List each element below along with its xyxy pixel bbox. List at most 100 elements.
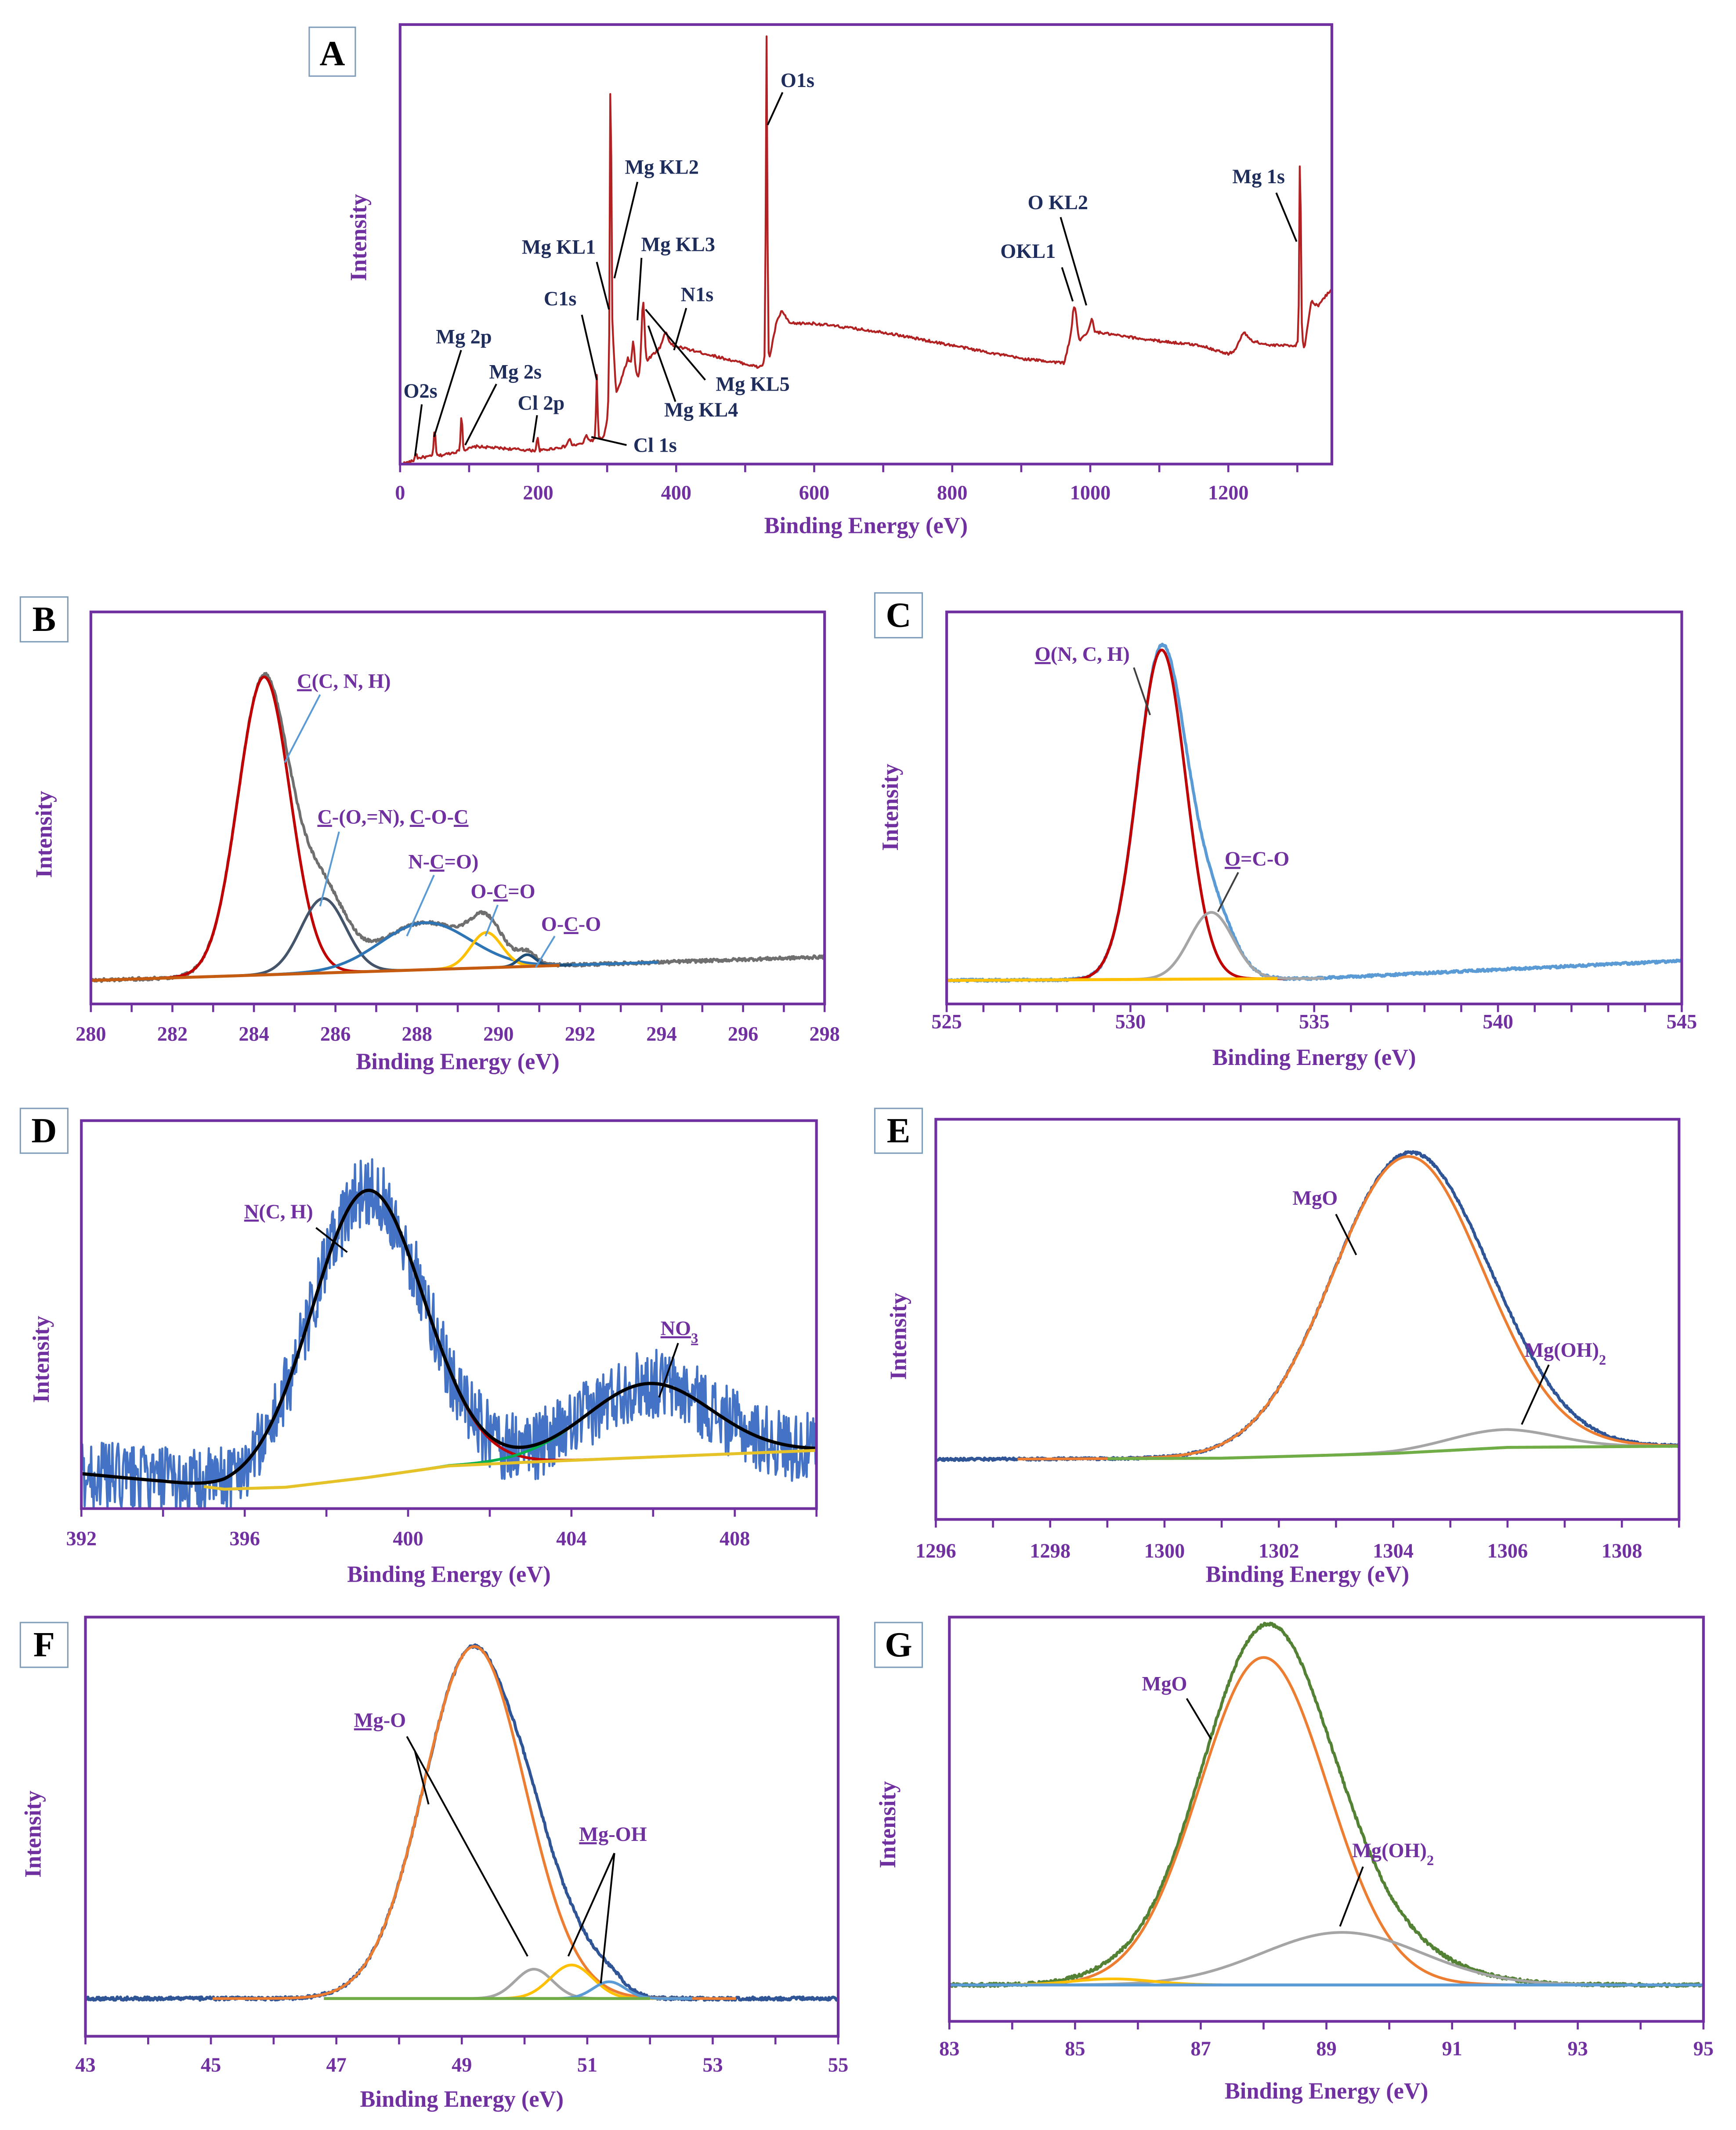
peak-annotation: C-(O,=N), C-O-C: [317, 806, 468, 907]
leader-line: [1133, 667, 1151, 716]
x-tick-label: 298: [809, 1023, 839, 1045]
peak-label: C-(O,=N), C-O-C: [317, 806, 468, 828]
peak-label-part: 2: [1599, 1352, 1606, 1368]
peak-label-part: O-: [541, 913, 564, 935]
peak-annotation: NO3: [658, 1317, 698, 1398]
leader-line: [1521, 1364, 1550, 1425]
peak-label-part: Mg(OH): [1524, 1339, 1599, 1362]
x-tick-label: 1300: [1144, 1540, 1185, 1562]
fit-component-line: [949, 1931, 1703, 1986]
x-tick-label: 288: [402, 1023, 432, 1045]
x-tick-label: 1306: [1487, 1540, 1528, 1562]
x-tick-label: 800: [937, 482, 967, 504]
peak-label: N1s: [681, 284, 714, 306]
x-axis-title: Binding Energy (eV): [1225, 2079, 1429, 2104]
background-line: [947, 977, 1278, 982]
x-axis-title: Binding Energy (eV): [1206, 1561, 1410, 1587]
x-axis-title: Binding Energy (eV): [764, 513, 968, 539]
x-axis: 83 85 87 89 91 93 95: [939, 2021, 1714, 2060]
y-axis-title: Intensity: [29, 1316, 54, 1403]
x-tick-label: 43: [75, 2054, 95, 2076]
peak-annotation: Mg(OH)2: [1521, 1339, 1606, 1425]
peak-label: C(C, N, H): [297, 670, 391, 693]
fit-component-line: [212, 1645, 736, 2000]
measured-spectrum-line: [81, 1158, 817, 1509]
y-axis-title: Intensity: [878, 764, 903, 851]
peak-label-part: -O-: [424, 806, 454, 828]
x-tick-label: 1304: [1373, 1540, 1414, 1562]
peak-label: Cl 2p: [518, 392, 565, 415]
peak-label: C1s: [544, 288, 577, 310]
peak-annotation: OKL1: [1000, 240, 1074, 302]
x-axis-title: Binding Energy (eV): [360, 2087, 564, 2112]
x-tick-label: 91: [1442, 2038, 1462, 2060]
x-axis: 1296 1298 1300 1302 1304 1306 1308: [915, 1519, 1680, 1562]
peak-label: Mg 1s: [1232, 166, 1285, 188]
peak-label-part: =C-O: [1241, 848, 1289, 870]
panel-f: F 43 45 47 49 51 53 55 Binding Energy (eV) Intens…: [19, 1616, 848, 2112]
panel-g: G 83 85 87 89 91 93 95 Binding Energy (eV) Intens…: [874, 1616, 1714, 2104]
x-tick-label: 51: [577, 2054, 597, 2076]
peak-label: NO3: [661, 1317, 698, 1346]
y-axis-title: Intensity: [886, 1293, 911, 1380]
fit-envelope-line: [81, 1188, 817, 1485]
leader-line: [596, 261, 610, 310]
leader-line: [1060, 217, 1088, 306]
peak-annotation: MgO: [1292, 1187, 1357, 1256]
peak-label: O1s: [781, 69, 814, 92]
leader-line: [1186, 1698, 1212, 1740]
peak-label-part: Mg KL4: [664, 399, 738, 421]
x-tick-label: 400: [661, 482, 691, 504]
x-tick-label: 1302: [1259, 1540, 1299, 1562]
peak-label: Mg 2s: [489, 361, 542, 384]
peak-label-part: Mg KL1: [522, 236, 596, 259]
x-axis-title: Binding Energy (eV): [356, 1049, 560, 1074]
x-tick-label: 545: [1667, 1011, 1697, 1033]
plot-frame: [945, 610, 1683, 1006]
peak-label: O-C=O: [470, 880, 535, 903]
panel-label: F: [33, 1625, 55, 1664]
leader-line: [600, 1853, 615, 1984]
panel-e: E 1296 1298 1300 1302 1304 1306 1308 Binding Ene…: [874, 1108, 1681, 1587]
x-tick-label: 89: [1316, 2038, 1336, 2060]
x-axis-title: Binding Energy (eV): [347, 1561, 551, 1587]
peak-label: OKL1: [1000, 240, 1056, 263]
peak-label-part: Cl 2p: [518, 392, 565, 415]
measured-spectrum-line: [949, 1621, 1703, 1988]
x-axis: 525 530 535 540 545: [931, 1004, 1697, 1033]
peak-label-part: C: [454, 806, 468, 828]
leader-line: [414, 404, 423, 456]
peak-label-part: =O: [508, 880, 535, 903]
peak-annotation: Mg KL5: [645, 308, 790, 396]
peak-label: Mg KL2: [625, 156, 698, 179]
panel-label: D: [31, 1111, 57, 1150]
leader-line: [637, 257, 643, 321]
peak-label-part: Mg: [579, 1823, 608, 1846]
leader-line: [1217, 872, 1239, 913]
peak-label-part: Mg KL2: [625, 156, 698, 179]
peak-label-part: -OH: [608, 1823, 647, 1846]
x-axis-title: Binding Energy (eV): [1212, 1045, 1416, 1070]
plot-frame: [934, 1118, 1681, 1521]
panel-label-box: [874, 1108, 923, 1154]
plot-area: [400, 35, 1332, 464]
peak-label-part: Mg(OH): [1352, 1840, 1427, 1862]
plot-area: [947, 642, 1682, 983]
panel-label: E: [887, 1111, 911, 1150]
x-tick-label: 1308: [1602, 1540, 1642, 1562]
peak-label-part: N: [244, 1201, 259, 1223]
x-tick-label: 282: [157, 1023, 188, 1045]
plot-area: [85, 1643, 839, 2002]
x-tick-label: 535: [1299, 1011, 1329, 1033]
leader-line: [673, 308, 687, 351]
peak-annotation: Mg KL2: [613, 156, 699, 279]
leader-line: [284, 694, 321, 763]
x-tick-label: 540: [1483, 1011, 1513, 1033]
peak-annotation: N-C=O): [406, 851, 478, 937]
leader-line: [319, 831, 340, 907]
x-tick-label: 286: [320, 1023, 351, 1045]
leader-line: [591, 436, 627, 446]
peak-annotation: N1s: [673, 284, 714, 351]
peak-label-part: N-: [408, 851, 430, 873]
